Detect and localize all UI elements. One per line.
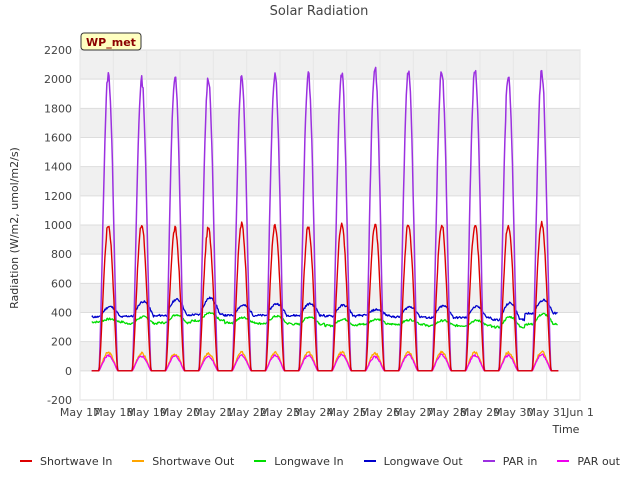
- chart-title: Solar Radiation: [270, 4, 369, 19]
- x-tick-label: May 18: [93, 406, 133, 419]
- y-tick-label: -200: [47, 394, 72, 407]
- background-band: [80, 225, 580, 255]
- y-tick-label: 2000: [44, 73, 72, 86]
- background-band: [80, 166, 580, 196]
- legend-item: Longwave In: [254, 454, 344, 468]
- y-tick-label: 200: [51, 336, 72, 349]
- y-tick-label: 400: [51, 307, 72, 320]
- x-tick-label: May 27: [393, 406, 433, 419]
- x-tick-label: May 17: [60, 406, 100, 419]
- legend-item: Longwave Out: [363, 454, 463, 468]
- legend-swatch: [132, 460, 145, 462]
- legend-swatch: [254, 460, 267, 462]
- y-axis-label: Radiation (W/m2, umol/m2/s): [8, 147, 21, 309]
- x-tick-label: May 26: [360, 406, 400, 419]
- x-tick-label: May 24: [293, 406, 333, 419]
- y-tick-label: 1200: [44, 190, 72, 203]
- legend-label: PAR in: [502, 454, 538, 468]
- background-band: [80, 50, 580, 80]
- annotation-box: WP_met: [80, 32, 142, 51]
- x-tick-label: May 31: [527, 406, 567, 419]
- legend-item: PAR in: [482, 454, 538, 468]
- x-tick-label: May 20: [160, 406, 200, 419]
- y-tick-label: 1400: [44, 161, 72, 174]
- x-axis-label: Time: [552, 423, 580, 436]
- x-tick-label: May 28: [427, 406, 467, 419]
- background-band: [80, 341, 580, 371]
- background-band: [80, 108, 580, 138]
- x-tick-label: May 21: [193, 406, 233, 419]
- legend: Shortwave In Shortwave Out Longwave In Long…: [0, 448, 640, 474]
- legend-swatch: [20, 460, 33, 462]
- y-tick-label: 2200: [44, 44, 72, 57]
- legend-label: Shortwave In: [40, 454, 113, 468]
- legend-swatch: [482, 460, 495, 462]
- annotation-text: WP_met: [86, 36, 136, 49]
- legend-label: Shortwave Out: [152, 454, 235, 468]
- legend-item: PAR out: [557, 455, 620, 468]
- y-tick-labels: -200 0 200 400 600 800 1000 1200 1400 1600 1800 200…: [44, 44, 72, 407]
- y-tick-label: 1800: [44, 102, 72, 115]
- x-tick-label: Jun 1: [565, 406, 594, 419]
- x-tick-label: May 30: [493, 406, 533, 419]
- legend-swatch: [557, 460, 570, 462]
- legend-item: Shortwave In: [20, 455, 112, 468]
- legend-swatch: [363, 460, 376, 462]
- y-tick-label: 1000: [44, 219, 72, 232]
- y-tick-label: 1600: [44, 132, 72, 145]
- y-tick-label: 800: [51, 248, 72, 261]
- legend-label: Longwave Out: [383, 454, 463, 468]
- background-band: [80, 283, 580, 313]
- x-tick-label: May 25: [327, 406, 367, 419]
- legend-label: PAR out: [577, 454, 620, 468]
- x-tick-label: May 19: [127, 406, 167, 419]
- y-tick-label: 0: [65, 365, 72, 378]
- y-tick-label: 600: [51, 277, 72, 290]
- background-bands: [80, 50, 580, 371]
- series-lines: [91, 66, 559, 372]
- legend-item: Shortwave Out: [132, 455, 234, 468]
- x-tick-label: May 23: [260, 406, 300, 419]
- x-tick-label: May 22: [227, 406, 267, 419]
- x-tick-label: May 29: [460, 406, 500, 419]
- legend-label: Longwave In: [274, 454, 344, 468]
- series-shortwave-in: [91, 220, 559, 372]
